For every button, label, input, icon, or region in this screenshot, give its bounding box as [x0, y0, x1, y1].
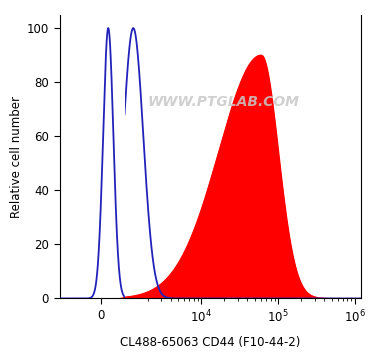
Y-axis label: Relative cell number: Relative cell number	[10, 95, 23, 218]
Text: WWW.PTGLAB.COM: WWW.PTGLAB.COM	[147, 95, 299, 109]
Text: CL488-65063 CD44 (F10-44-2): CL488-65063 CD44 (F10-44-2)	[120, 336, 300, 349]
